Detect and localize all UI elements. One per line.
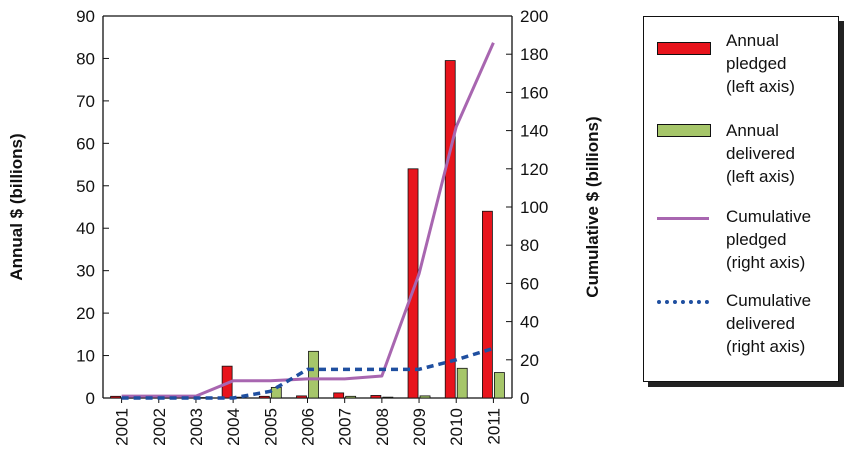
- x-tick-label: 2008: [373, 408, 392, 446]
- bar-annual-pledged: [110, 395, 121, 399]
- bar-annual-pledged: [370, 395, 382, 399]
- left-tick-label: 90: [76, 7, 95, 26]
- bar-annual-delivered: [270, 386, 282, 399]
- x-tick-label: 2003: [187, 408, 206, 446]
- right-tick-label: 180: [520, 45, 548, 64]
- left-tick-label: 0: [86, 389, 95, 408]
- legend-label-line: delivered: [726, 144, 795, 163]
- legend-swatch-annual-pledged: [657, 42, 711, 55]
- bar-annual-delivered: [456, 367, 468, 399]
- left-tick-label: 50: [76, 177, 95, 196]
- legend-label-line: (left axis): [726, 167, 795, 186]
- bar-annual-delivered: [308, 350, 319, 399]
- left-tick-label: 60: [76, 134, 95, 153]
- legend-label-line: pledged: [726, 54, 787, 73]
- legend-label-line: (right axis): [726, 253, 806, 272]
- legend-label-line: pledged: [726, 230, 787, 249]
- legend: Annual pledged (left axis) Annual delive…: [643, 16, 839, 382]
- bar-annual-pledged: [258, 395, 270, 399]
- left-axis-title: Annual $ (billions): [7, 133, 26, 280]
- right-tick-label: 60: [520, 274, 539, 293]
- legend-swatch-annual-delivered: [657, 124, 711, 137]
- bar-annual-delivered: [494, 372, 505, 399]
- legend-label-line: Annual: [726, 31, 779, 50]
- right-tick-label: 20: [520, 351, 539, 370]
- x-tick-label: 2005: [261, 408, 280, 446]
- right-tick-label: 160: [520, 83, 548, 102]
- left-tick-label: 30: [76, 262, 95, 281]
- legend-label-line: Annual: [726, 121, 779, 140]
- left-tick-label: 80: [76, 49, 95, 68]
- legend-label-line: Cumulative: [726, 291, 812, 310]
- bar-annual-delivered: [419, 395, 431, 399]
- legend-swatch-cumulative-pledged: [657, 217, 709, 220]
- line-cumulative-delivered: [121, 346, 494, 400]
- right-tick-label: 100: [520, 198, 548, 217]
- right-tick-label: 40: [520, 313, 539, 332]
- x-tick-label: 2011: [484, 408, 503, 445]
- legend-label-line: (right axis): [726, 337, 806, 356]
- left-tick-label: 70: [76, 92, 95, 111]
- bar-annual-delivered: [382, 396, 394, 399]
- legend-label-line: delivered: [726, 314, 795, 333]
- bar-annual-pledged: [407, 168, 419, 399]
- left-tick-label: 40: [76, 219, 95, 238]
- chart: 0 10 20 30 40 50 60 70 80 90 0 20 40 60 80 100 120 140 160…: [7, 7, 602, 446]
- legend-swatch-cumulative-delivered: [657, 300, 709, 304]
- right-tick-label: 140: [520, 122, 548, 141]
- legend-label-line: Cumulative: [726, 207, 812, 226]
- x-tick-label: 2002: [150, 408, 169, 446]
- bar-annual-pledged: [482, 210, 493, 399]
- x-tick-label: 2010: [447, 408, 466, 446]
- x-tick-label: 2004: [224, 408, 243, 446]
- x-tick-label: 2001: [113, 408, 132, 446]
- legend-label-line: (left axis): [726, 77, 795, 96]
- right-tick-label: 200: [520, 7, 548, 26]
- x-tick-label: 2007: [336, 408, 355, 446]
- right-tick-label: 120: [520, 160, 548, 179]
- bar-annual-delivered: [345, 395, 357, 399]
- right-tick-label: 0: [520, 389, 529, 408]
- bar-annual-pledged: [296, 395, 307, 399]
- right-axis-title: Cumulative $ (billions): [583, 116, 602, 297]
- bar-annual-pledged: [444, 60, 456, 399]
- right-tick-label: 80: [520, 236, 539, 255]
- x-tick-label: 2006: [299, 408, 318, 446]
- left-tick-label: 10: [76, 347, 95, 366]
- left-tick-label: 20: [76, 304, 95, 323]
- x-tick-label: 2009: [410, 408, 429, 446]
- line-cumulative-pledged: [121, 42, 495, 398]
- bar-annual-pledged: [333, 392, 345, 399]
